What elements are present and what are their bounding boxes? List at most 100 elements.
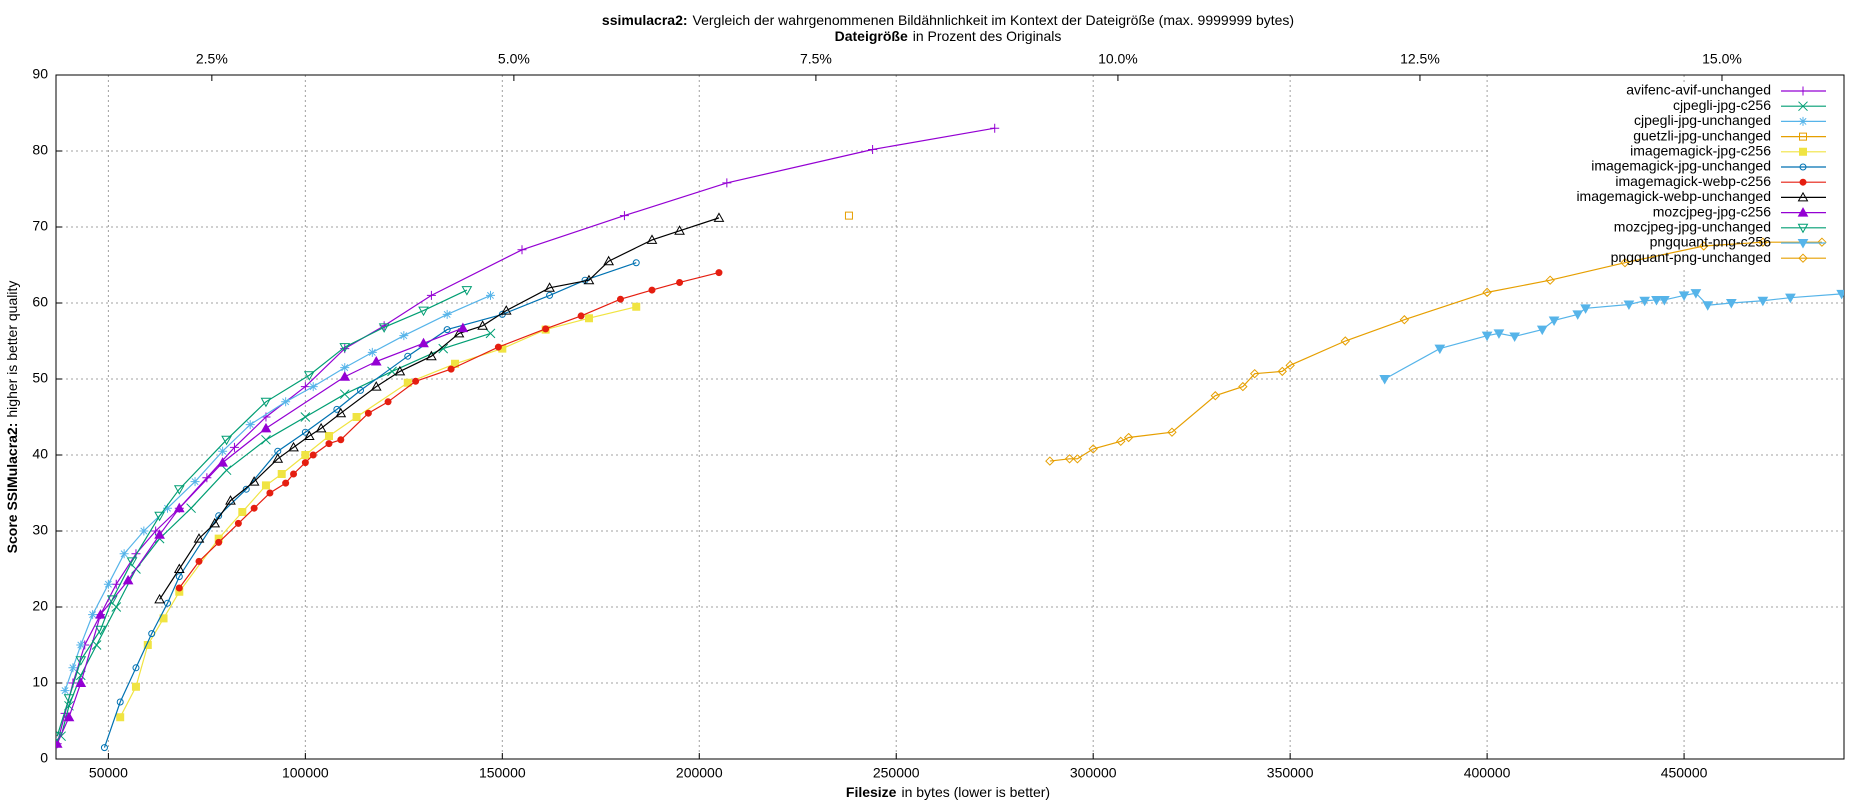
marker — [619, 211, 629, 221]
legend-label: imagemagick-webp-unchanged — [1576, 188, 1771, 204]
plot-area — [56, 123, 1844, 752]
marker — [308, 382, 318, 392]
marker — [301, 451, 310, 459]
marker — [274, 447, 282, 455]
marker — [116, 698, 124, 706]
marker — [250, 504, 258, 512]
marker — [1545, 275, 1555, 285]
marker — [309, 451, 317, 459]
marker — [290, 470, 298, 478]
marker — [229, 442, 239, 452]
x-tick-label: 100000 — [282, 765, 329, 781]
marker — [1572, 310, 1584, 320]
legend-label: mozcjpeg-jpg-unchanged — [1614, 219, 1771, 235]
x-tick-label: 450000 — [1661, 765, 1708, 781]
marker — [335, 407, 347, 418]
marker — [186, 503, 196, 514]
marker — [584, 314, 593, 323]
marker — [238, 508, 247, 516]
legend-label: imagemagick-webp-c256 — [1615, 173, 1771, 189]
marker — [1536, 325, 1548, 336]
series-line — [178, 272, 720, 589]
legend-label: imagemagick-jpg-c256 — [1630, 143, 1771, 159]
marker — [1399, 315, 1410, 325]
marker — [370, 381, 382, 391]
y-tick-label: 40 — [32, 446, 48, 462]
y-tick-label: 50 — [32, 370, 48, 386]
marker — [1167, 427, 1177, 437]
marker — [403, 378, 412, 387]
marker — [1699, 241, 1709, 251]
marker — [95, 625, 106, 636]
legend-label: pngquant-png-c256 — [1650, 234, 1772, 250]
marker — [1123, 432, 1134, 443]
marker — [221, 435, 232, 446]
legend-marker — [1797, 239, 1809, 249]
x2-tick-label: 5.0% — [498, 51, 530, 67]
marker — [722, 178, 732, 188]
marker — [394, 365, 406, 376]
y-tick-label: 30 — [32, 522, 48, 538]
marker — [438, 343, 449, 354]
marker — [159, 614, 168, 623]
marker — [1509, 332, 1521, 342]
marker — [442, 309, 452, 319]
legend-marker — [1799, 147, 1807, 156]
marker — [1725, 299, 1737, 309]
marker — [190, 477, 200, 487]
legend-marker — [1798, 101, 1808, 112]
marker — [713, 212, 725, 222]
marker — [1064, 454, 1075, 464]
marker — [245, 420, 255, 430]
marker — [418, 337, 429, 348]
y-axis-label: Score SSIMulacra2: higher is better quali… — [4, 281, 20, 554]
series-line — [159, 217, 720, 600]
marker — [132, 664, 140, 672]
marker — [632, 259, 640, 267]
legend-marker — [1798, 116, 1808, 126]
marker — [352, 413, 361, 421]
marker — [301, 459, 309, 467]
marker — [126, 557, 138, 567]
marker — [261, 434, 271, 445]
legend-label: pngquant-png-unchanged — [1611, 249, 1771, 265]
marker — [106, 595, 118, 605]
marker — [111, 602, 122, 612]
marker — [63, 694, 75, 704]
marker — [154, 511, 165, 522]
marker — [122, 574, 134, 585]
marker — [139, 526, 149, 536]
series-line — [56, 289, 468, 737]
marker — [88, 610, 98, 620]
marker — [218, 446, 228, 456]
y-tick-label: 60 — [32, 294, 48, 310]
marker — [477, 320, 488, 330]
marker — [1758, 237, 1768, 247]
chart-title: ssimulacra2: Vergleich der wahrgenommenen… — [602, 12, 1294, 28]
marker — [154, 529, 165, 539]
marker — [646, 234, 658, 244]
y-tick-label: 10 — [32, 674, 48, 690]
marker — [1238, 381, 1248, 392]
marker — [266, 489, 274, 497]
marker — [1277, 366, 1287, 377]
series-line — [1384, 292, 1842, 380]
marker — [95, 609, 106, 619]
marker — [242, 485, 250, 493]
marker — [485, 328, 496, 339]
series-line — [119, 306, 637, 718]
marker — [340, 363, 350, 373]
marker — [443, 326, 451, 334]
marker — [1651, 295, 1662, 306]
marker — [131, 682, 140, 691]
marker — [225, 495, 236, 505]
marker — [202, 473, 212, 483]
marker — [248, 476, 260, 486]
marker — [384, 398, 392, 406]
marker — [603, 255, 615, 266]
marker — [148, 630, 156, 638]
x-axis-label: Filesize in bytes (lower is better) — [846, 784, 1050, 800]
marker — [119, 549, 129, 559]
marker — [378, 323, 390, 333]
